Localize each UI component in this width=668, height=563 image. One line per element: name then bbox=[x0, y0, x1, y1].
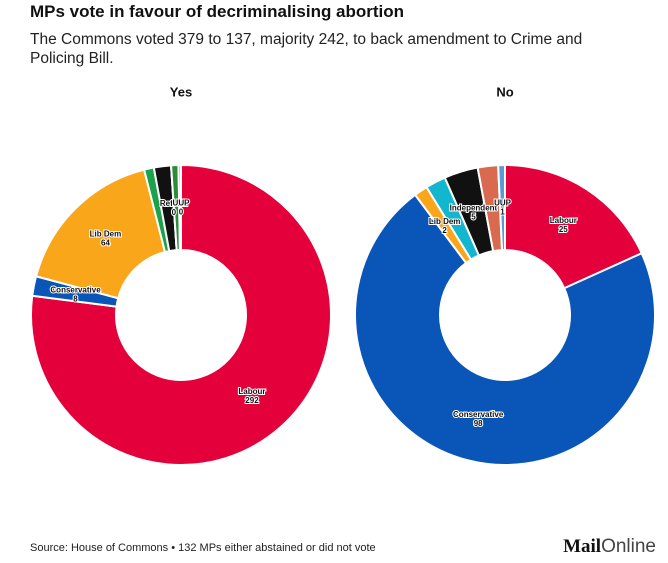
slice-label: Lib Dem bbox=[90, 230, 122, 239]
slice bbox=[497, 163, 506, 252]
slice bbox=[30, 163, 332, 466]
slice-label: Conservative bbox=[50, 285, 101, 294]
slice-label: UUP bbox=[494, 199, 512, 208]
slice-label: Lib Dem bbox=[429, 217, 461, 226]
logo: MailOnline bbox=[563, 536, 656, 558]
title: MPs vote in favour of decriminalising ab… bbox=[30, 2, 405, 21]
slice-value: 25 bbox=[559, 225, 568, 234]
slice bbox=[504, 163, 644, 290]
slice-value: 98 bbox=[474, 419, 483, 428]
slice-value: 5 bbox=[471, 212, 476, 221]
slice-value: 64 bbox=[101, 239, 110, 248]
slice-label: Independent bbox=[450, 203, 498, 212]
source: Source: House of Commons • 132 MPs eithe… bbox=[30, 542, 376, 554]
slice-label: UUP bbox=[173, 199, 191, 208]
pie-title: Yes bbox=[170, 84, 192, 99]
pie-title: No bbox=[496, 84, 513, 99]
slice-label: Labour bbox=[238, 387, 265, 396]
slice-label: Reform bbox=[160, 199, 188, 208]
slice-value: 0 bbox=[172, 208, 177, 217]
slice-value: 292 bbox=[245, 396, 259, 405]
slice-value: 8 bbox=[73, 294, 78, 303]
slice-label: Labour bbox=[550, 216, 577, 225]
slice bbox=[354, 193, 656, 466]
slice-value: 2 bbox=[442, 226, 447, 235]
slice bbox=[34, 168, 167, 300]
slice-value: 1 bbox=[500, 208, 505, 217]
slice-value: 0 bbox=[179, 208, 184, 217]
logo-online: Online bbox=[601, 536, 656, 557]
subtitle: The Commons voted 379 to 137, majority 2… bbox=[30, 31, 583, 67]
logo-mail: Mail bbox=[563, 536, 602, 557]
slice-label: Conservative bbox=[453, 410, 504, 419]
